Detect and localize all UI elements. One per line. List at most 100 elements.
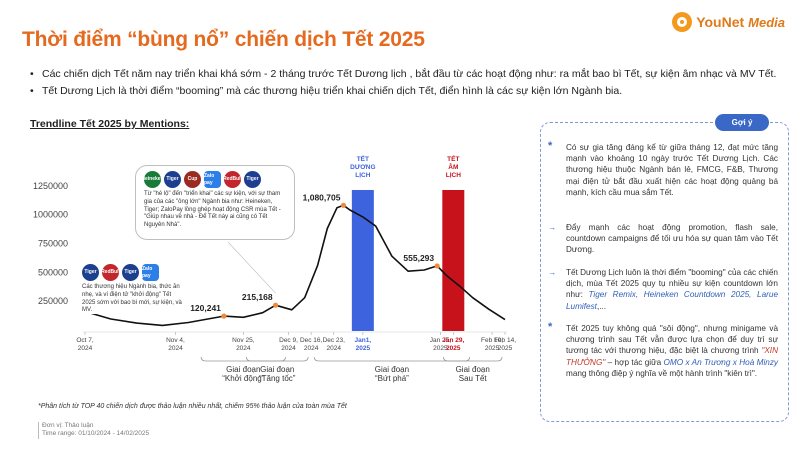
x-tick-label: 2025 bbox=[446, 345, 461, 352]
brand-logo-tiger-2: Tiger bbox=[122, 264, 139, 281]
x-tick-label: Oct 7, bbox=[76, 337, 94, 344]
insight-text-part: mang thông điệp ý nghĩa về một hành trìn… bbox=[566, 368, 758, 378]
logo-suffix: Media bbox=[748, 14, 785, 30]
arrow-right-icon: → bbox=[548, 223, 557, 232]
brand-logo-tiger-2: Tiger bbox=[244, 171, 261, 188]
brand-logo-redbull: RedBull bbox=[223, 171, 242, 188]
footnote: *Phân tích từ TOP 40 chiến dịch được thả… bbox=[38, 403, 347, 410]
insight-text: Đẩy mạnh các hoạt động promotion, flash … bbox=[566, 223, 778, 255]
x-tick-label: 2024 bbox=[78, 345, 93, 352]
intro-bullets: Các chiến dịch Tết năm nay triển khai kh… bbox=[30, 68, 790, 102]
meta-unit: Đơn vị: Thảo luận bbox=[42, 422, 94, 429]
asterisk-icon: * bbox=[548, 321, 553, 333]
x-tick-label: Nov 4, bbox=[166, 337, 185, 344]
phase-label: Giai đoạn bbox=[260, 365, 294, 374]
phase-label: Giai đoạn bbox=[456, 365, 490, 374]
x-tick-label: Dec 23, bbox=[323, 337, 346, 344]
x-tick-label: 2025 bbox=[498, 345, 513, 352]
intro-bullet: Các chiến dịch Tết năm nay triển khai kh… bbox=[30, 68, 790, 80]
x-tick-label: 2025 bbox=[356, 345, 371, 352]
x-tick-label: Jan 29, bbox=[442, 337, 464, 344]
callout-left: Tiger RedBull Tiger Zalo pay Các thương … bbox=[78, 262, 188, 314]
highlight-bar-label: TẾT bbox=[447, 153, 459, 163]
x-tick-label: Dec 9, bbox=[279, 337, 298, 344]
insight-item: * Tết 2025 tuy không quá "sôi động", như… bbox=[548, 321, 778, 379]
brand-logo-zalopay: Zalo pay bbox=[142, 264, 159, 281]
insight-highlight: Tiger Remix, Heineken Countdown 2025, La… bbox=[566, 290, 778, 311]
callout-left-logos: Tiger RedBull Tiger Zalo pay bbox=[82, 264, 184, 281]
trendline-chart: 25000050000075000010000001250000TẾTDƯƠNG… bbox=[33, 153, 516, 383]
y-tick-label: 250000 bbox=[38, 296, 68, 306]
x-tick-label: 2025 bbox=[485, 345, 500, 352]
meta-info: Đơn vị: Thảo luận Time range: 01/10/2024… bbox=[38, 422, 149, 439]
insight-tag: Gợi ý bbox=[715, 114, 769, 131]
highlight-bar-label: ÂM bbox=[448, 162, 458, 171]
y-tick-label: 1000000 bbox=[33, 210, 68, 220]
peak-label: 120,241 bbox=[190, 303, 221, 313]
younet-logo-icon bbox=[672, 12, 693, 32]
brand-logo-cup: Cup bbox=[184, 171, 201, 188]
callout-top-logos: Heineken Tiger Cup Zalo pay RedBull Tige… bbox=[141, 171, 286, 188]
brand-logo-redbull: RedBull bbox=[101, 264, 120, 281]
brand-logo-heineken: Heineken bbox=[141, 171, 164, 188]
phase-bracket bbox=[442, 356, 503, 362]
x-tick-label: 2024 bbox=[304, 345, 319, 352]
brand-logo-zalopay: Zalo pay bbox=[204, 171, 221, 188]
insight-item: * Có sự gia tăng đáng kể từ giữa tháng 1… bbox=[548, 140, 778, 198]
highlight-bar-1 bbox=[442, 190, 465, 331]
brand-logo-tiger: Tiger bbox=[164, 171, 181, 188]
highlight-bar-label: DƯƠNG bbox=[350, 164, 375, 171]
x-tick-label: 2024 bbox=[327, 345, 342, 352]
insight-text: Có sự gia tăng đáng kể từ giữa tháng 12,… bbox=[566, 143, 778, 197]
highlight-bar-label: TẾT bbox=[357, 153, 369, 163]
insight-text: Tết 2025 tuy không quá "sôi động", nhưng… bbox=[548, 323, 778, 379]
insight-text-part: Tết 2025 tuy không quá "sôi động", nhưng… bbox=[566, 324, 778, 356]
insight-item: → Đẩy mạnh các hoạt động promotion, flas… bbox=[548, 222, 778, 256]
insight-item: → Tết Dương Lịch luôn là thời điểm "boom… bbox=[548, 267, 778, 312]
phase-bracket bbox=[313, 356, 471, 362]
brand-logo-tiger: Tiger bbox=[82, 264, 99, 281]
highlight-bar-0 bbox=[351, 190, 374, 331]
callout-top-text: Từ "hé lộ" đến "triển khai" các sự kiện,… bbox=[144, 191, 281, 229]
highlight-bar-label: LỊCH bbox=[355, 172, 370, 179]
intro-bullet: Tết Dương Lịch là thời điểm “booming” mà… bbox=[30, 85, 790, 97]
peak-point bbox=[340, 202, 347, 208]
insight-highlight: "XIN THƯỞNG" bbox=[566, 346, 778, 367]
insight-text: Tết Dương Lịch luôn là thời điểm "boomin… bbox=[548, 267, 778, 312]
callout-pointer bbox=[227, 241, 276, 294]
x-tick-label: Feb 10, bbox=[481, 337, 503, 344]
phase-label: Sau Tết bbox=[459, 374, 488, 383]
insight-text-part: – hợp tác giữa bbox=[605, 357, 664, 367]
highlight-bar-label: LỊCH bbox=[446, 172, 461, 179]
insight-highlight-2: OMO x An Trương x Hoà Minzy bbox=[663, 357, 779, 367]
phase-label: Giai đoạn bbox=[375, 365, 409, 374]
insight-text-part: ,... bbox=[596, 301, 607, 311]
phase-label: Giai đoạn bbox=[226, 365, 260, 374]
brand-logo: YouNet Media bbox=[672, 12, 785, 32]
insight-text-part: Tết Dương Lịch luôn là thời điểm "boomin… bbox=[566, 268, 778, 300]
callout-top: Heineken Tiger Cup Zalo pay RedBull Tige… bbox=[135, 165, 295, 240]
x-tick-label: 2025 bbox=[433, 345, 448, 352]
y-tick-label: 1250000 bbox=[33, 181, 68, 191]
peak-point bbox=[273, 302, 279, 308]
x-tick-label: Jan1, bbox=[355, 337, 372, 344]
logo-name: YouNet bbox=[696, 14, 745, 30]
peak-label: 555,293 bbox=[403, 253, 434, 263]
page-title: Thời điểm “bùng nổ” chiến dịch Tết 2025 bbox=[22, 28, 425, 51]
phase-label: “Tăng tốc” bbox=[259, 374, 296, 383]
phase-label: “Khởi động” bbox=[222, 374, 264, 383]
phase-bracket bbox=[200, 356, 286, 362]
peak-label: 1,080,705 bbox=[303, 192, 341, 202]
phase-label: “Bứt phá” bbox=[375, 374, 409, 383]
callout-left-text: Các thương hiệu Ngành bia, thức ăn nhẹ, … bbox=[82, 284, 182, 314]
peak-point bbox=[434, 263, 440, 269]
y-tick-label: 500000 bbox=[38, 267, 68, 277]
peak-label: 215,168 bbox=[242, 292, 273, 302]
x-tick-label: Dec 16, bbox=[300, 337, 323, 344]
chart-title: Trendline Tết 2025 by Mentions: bbox=[30, 118, 190, 130]
x-tick-label: 2024 bbox=[168, 345, 183, 352]
mentions-line bbox=[84, 204, 506, 327]
phase-bracket bbox=[245, 356, 309, 362]
asterisk-icon: * bbox=[548, 140, 553, 152]
meta-range: Time range: 01/10/2024 - 14/02/2025 bbox=[42, 430, 150, 438]
